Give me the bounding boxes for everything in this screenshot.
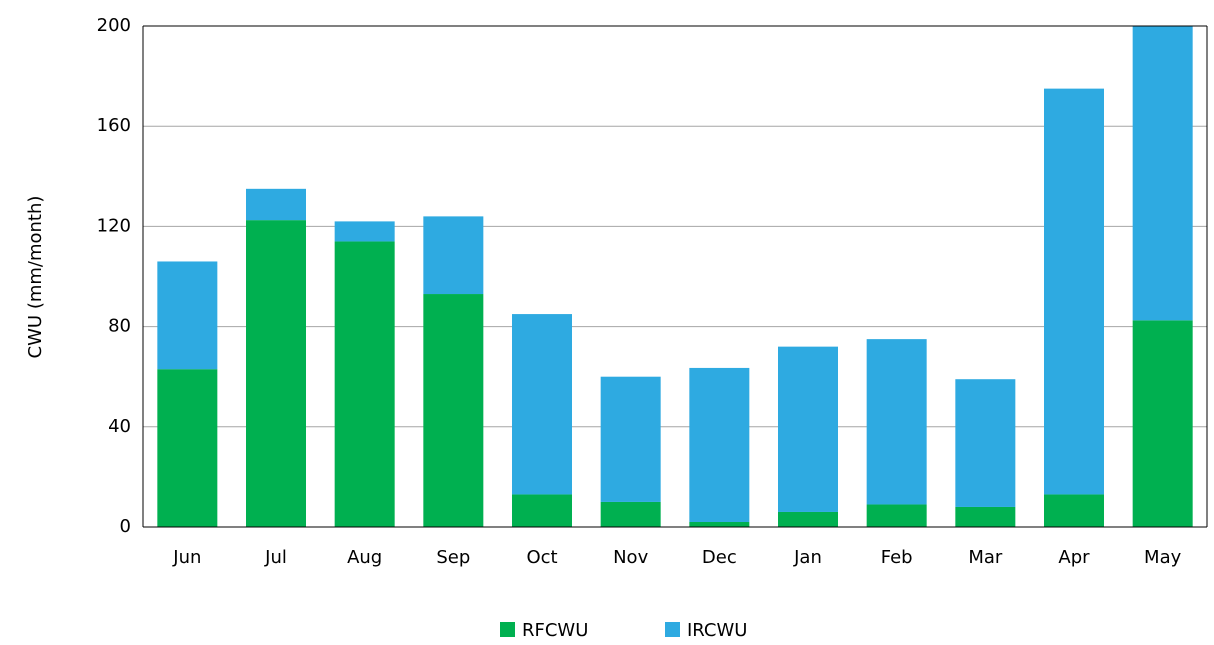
bar-segment bbox=[334, 241, 395, 527]
y-tick-label: 80 bbox=[108, 316, 131, 337]
bar-segment bbox=[955, 506, 1016, 527]
x-tick-label: Feb bbox=[881, 547, 913, 568]
bar-segment bbox=[689, 521, 750, 527]
bar-segment bbox=[600, 376, 661, 502]
bar-segment bbox=[423, 294, 484, 527]
bar-segment bbox=[955, 379, 1016, 507]
bar-segment bbox=[866, 504, 927, 527]
y-tick-label: 200 bbox=[97, 15, 131, 36]
bar-segment bbox=[689, 367, 750, 522]
x-tick-label: May bbox=[1144, 547, 1182, 568]
x-tick-label: Oct bbox=[526, 547, 557, 568]
legend-swatch bbox=[665, 622, 680, 637]
y-tick-label: 120 bbox=[97, 215, 131, 236]
x-tick-label: Jan bbox=[793, 547, 822, 568]
bar-segment bbox=[512, 314, 572, 495]
bar-segment bbox=[1132, 320, 1193, 527]
legend-label: RFCWU bbox=[522, 620, 588, 641]
y-tick-label: 0 bbox=[120, 516, 131, 537]
y-tick-label: 160 bbox=[97, 115, 131, 136]
legend-label: IRCWU bbox=[687, 620, 747, 641]
legend-swatch bbox=[500, 622, 515, 637]
y-axis-label: CWU (mm/month) bbox=[25, 196, 46, 359]
bar-segment bbox=[1044, 494, 1104, 527]
bar-segment bbox=[1044, 88, 1104, 495]
bar-segment bbox=[423, 216, 484, 295]
bar-segment bbox=[512, 494, 572, 527]
bar-segment bbox=[1132, 26, 1193, 321]
bar-segment bbox=[778, 511, 838, 527]
x-tick-label: Dec bbox=[702, 547, 737, 568]
x-tick-label: Mar bbox=[968, 547, 1003, 568]
x-tick-label: Aug bbox=[347, 547, 382, 568]
bar-segment bbox=[246, 188, 306, 221]
x-tick-label: Apr bbox=[1058, 547, 1090, 568]
x-tick-label: Jul bbox=[264, 547, 287, 568]
bar-segment bbox=[600, 501, 661, 527]
bar-segment bbox=[778, 346, 838, 512]
bar-segment bbox=[334, 221, 395, 242]
x-tick-label: Sep bbox=[436, 547, 470, 568]
y-tick-label: 40 bbox=[108, 416, 131, 437]
x-tick-label: Jun bbox=[172, 547, 201, 568]
bar-segment bbox=[246, 220, 306, 527]
bar-segment bbox=[157, 261, 218, 370]
bar-segment bbox=[157, 369, 218, 527]
x-tick-label: Nov bbox=[613, 547, 648, 568]
bar-segment bbox=[866, 339, 927, 505]
